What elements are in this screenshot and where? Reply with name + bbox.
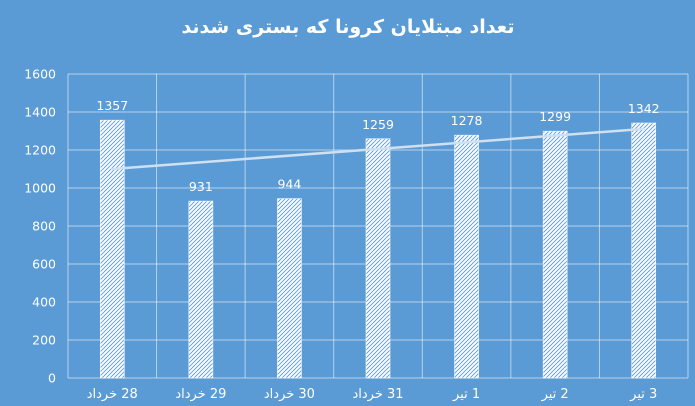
y-tick-label: 400 — [32, 295, 56, 310]
y-tick-label: 1400 — [24, 105, 56, 120]
y-axis: 0 200 400 600 800 1000 1200 1400 1600 — [24, 67, 56, 386]
bars — [99, 119, 657, 379]
x-tick-label: 28 خرداد — [87, 387, 138, 402]
trendline-group — [111, 127, 645, 171]
x-tick-label: 31 خرداد — [352, 387, 403, 402]
x-tick-label: 3 تیر — [629, 387, 657, 402]
bar — [542, 130, 568, 379]
data-labels: 1357 931 944 1259 1278 1299 1342 — [96, 98, 659, 194]
bar — [631, 122, 657, 379]
y-tick-label: 1600 — [24, 67, 56, 82]
y-tick-label: 1200 — [24, 143, 56, 158]
y-tick-label: 800 — [32, 219, 56, 234]
bar — [99, 119, 125, 379]
x-tick-label: 29 خرداد — [175, 387, 226, 402]
bar — [277, 198, 302, 379]
x-tick-label: 30 خرداد — [264, 387, 315, 402]
data-label: 1299 — [539, 109, 571, 124]
bar — [188, 200, 214, 379]
data-label: 1342 — [628, 101, 660, 116]
data-label: 1278 — [451, 113, 483, 128]
trendline — [111, 127, 645, 171]
bar — [454, 134, 479, 379]
x-tick-label: 1 تیر — [452, 387, 480, 402]
y-tick-label: 1000 — [24, 181, 56, 196]
chart-title: تعداد مبتلایان کرونا که بستری شدند — [181, 16, 514, 38]
x-tick-label: 2 تیر — [541, 387, 569, 402]
data-label: 1259 — [362, 117, 394, 132]
y-tick-label: 0 — [48, 371, 56, 386]
data-label: 931 — [189, 179, 213, 194]
data-label: 944 — [277, 177, 301, 192]
bar — [365, 138, 391, 379]
y-tick-label: 600 — [32, 257, 56, 272]
x-axis: 28 خرداد 29 خرداد 30 خرداد 31 خرداد 1 تیر 2 ت… — [87, 387, 658, 402]
data-label: 1357 — [96, 98, 128, 113]
y-tick-label: 200 — [32, 333, 56, 348]
